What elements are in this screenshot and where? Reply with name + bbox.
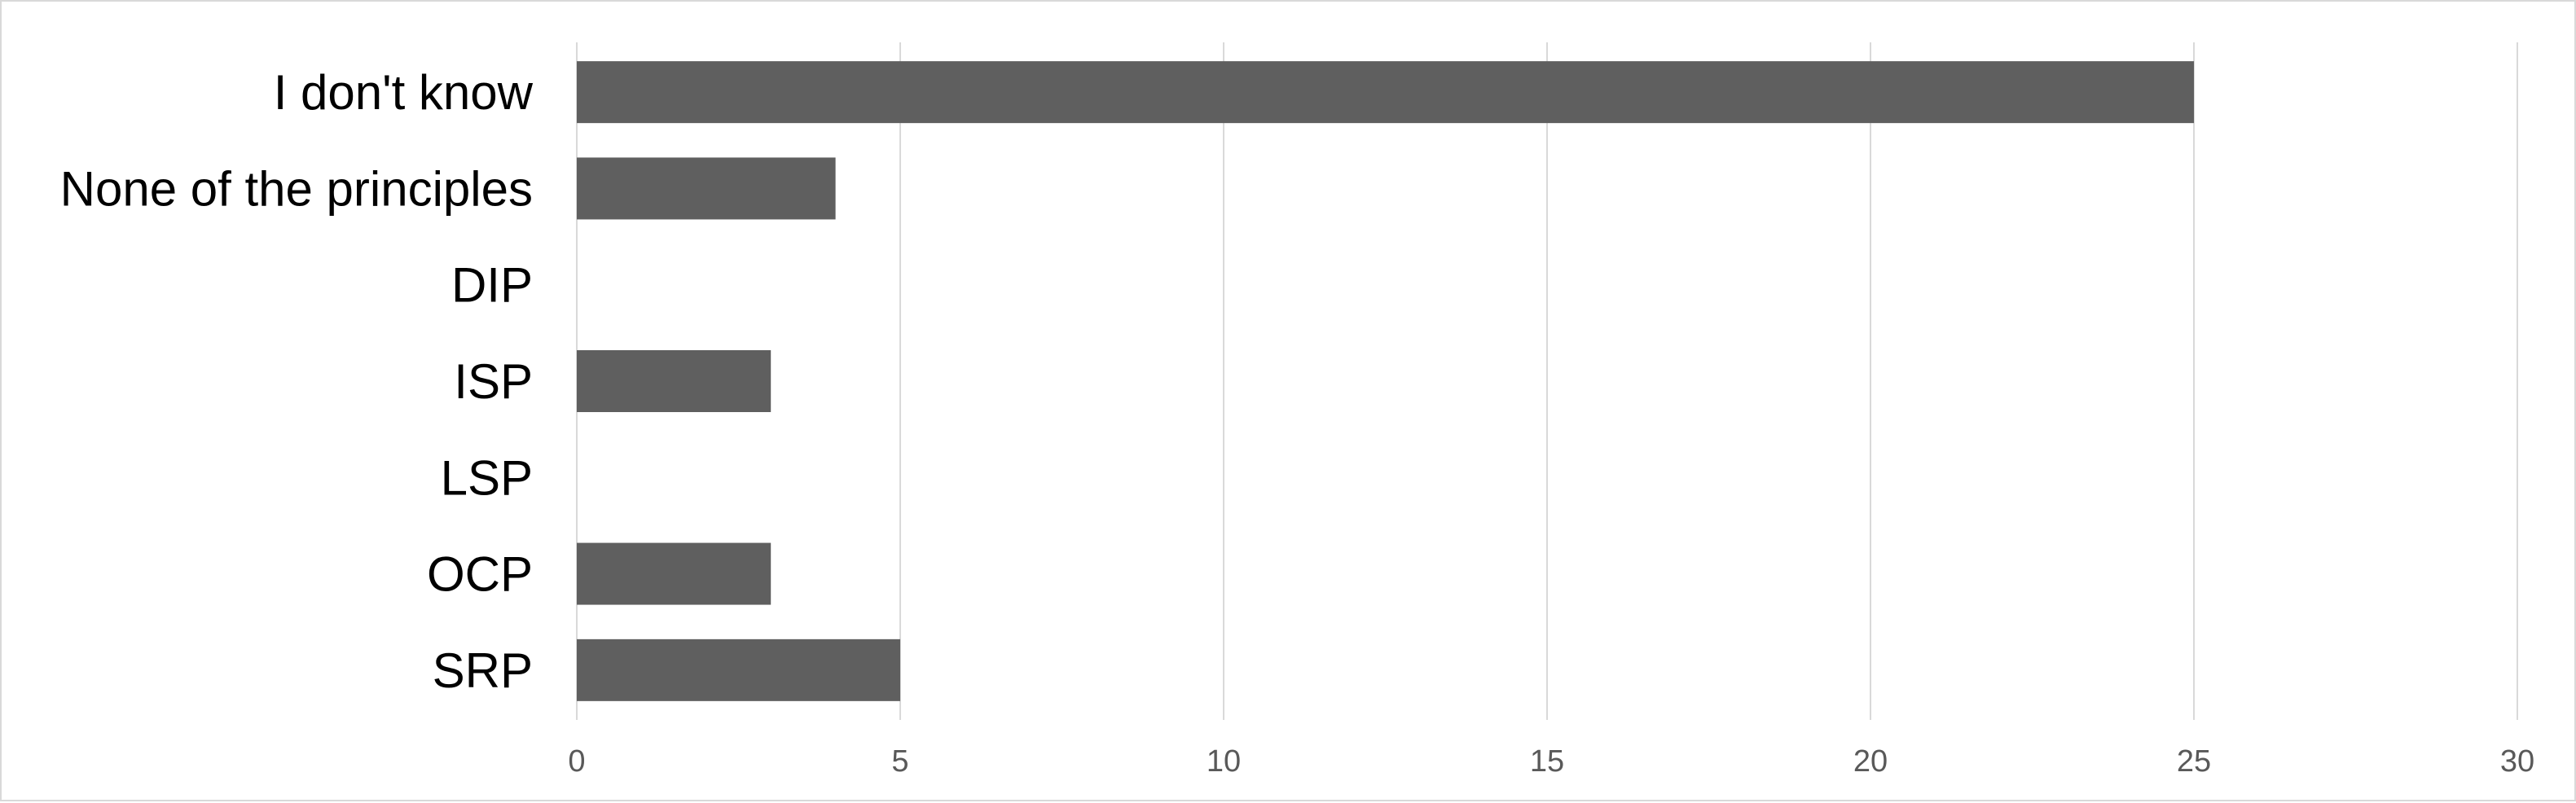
x-tick-label: 20 (1853, 744, 1888, 779)
x-tick-labels: 0 5 10 15 20 25 30 (568, 744, 2534, 779)
bar (577, 61, 2194, 124)
bar (577, 350, 771, 412)
category-label: ISP (454, 354, 533, 409)
x-tick-label: 15 (1530, 744, 1564, 779)
bar (577, 542, 771, 605)
bar (577, 638, 900, 701)
x-tick-label: 0 (568, 744, 585, 779)
category-label: SRP (433, 643, 533, 698)
x-tick-label: 5 (891, 744, 908, 779)
gridlines (576, 42, 2518, 720)
category-label: I don't know (274, 65, 534, 120)
bars (577, 61, 2194, 701)
category-label: LSP (441, 450, 533, 505)
x-tick-label: 25 (2177, 744, 2211, 779)
x-tick-label: 10 (1207, 744, 1241, 779)
category-labels: I don't know None of the principles DIP ISP… (60, 65, 534, 698)
category-label: DIP (451, 258, 533, 313)
bar (577, 157, 836, 220)
x-tick-label: 30 (2500, 744, 2534, 779)
category-label: OCP (427, 547, 533, 602)
category-label: None of the principles (60, 161, 533, 216)
